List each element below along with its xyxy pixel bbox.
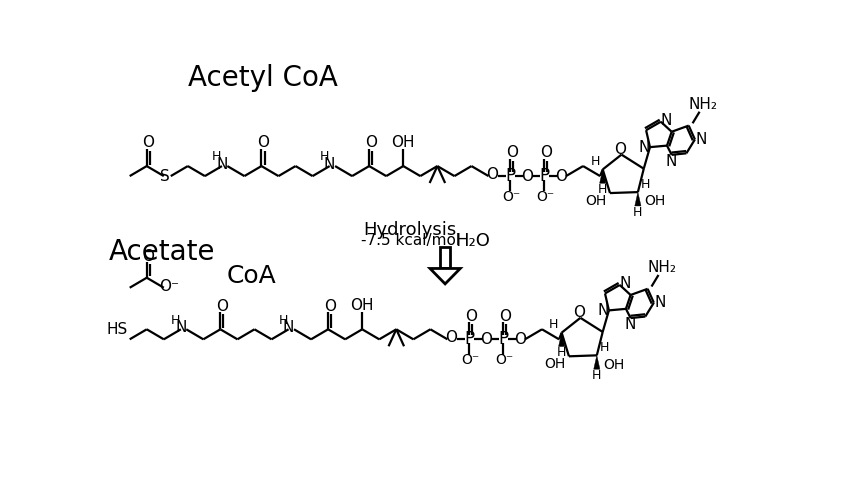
Text: O⁻: O⁻ xyxy=(536,190,554,204)
Text: O: O xyxy=(573,305,585,320)
Text: H: H xyxy=(590,155,600,168)
Text: O: O xyxy=(486,167,499,182)
Text: OH: OH xyxy=(603,358,625,371)
Text: S: S xyxy=(160,169,169,184)
Text: H: H xyxy=(171,313,180,327)
Text: H: H xyxy=(592,369,601,382)
Text: OH: OH xyxy=(645,194,665,208)
Text: N: N xyxy=(216,157,227,172)
Polygon shape xyxy=(635,192,641,206)
Text: N: N xyxy=(598,303,609,318)
Text: O: O xyxy=(465,308,477,324)
Polygon shape xyxy=(440,247,450,269)
Text: O⁻: O⁻ xyxy=(159,278,179,294)
Text: H: H xyxy=(598,183,607,196)
Text: O⁻: O⁻ xyxy=(461,353,479,367)
Text: H: H xyxy=(278,313,288,327)
Text: O: O xyxy=(514,332,526,347)
Text: OH: OH xyxy=(351,298,374,313)
Polygon shape xyxy=(600,169,606,184)
Text: O: O xyxy=(521,169,533,184)
Text: H₂O: H₂O xyxy=(454,232,490,250)
Text: O: O xyxy=(324,299,335,314)
Text: Hydrolysis: Hydrolysis xyxy=(364,221,457,239)
Text: NH₂: NH₂ xyxy=(647,260,677,275)
Text: OH: OH xyxy=(586,194,607,208)
Text: O⁻: O⁻ xyxy=(502,190,520,204)
Text: N: N xyxy=(283,320,295,335)
Text: OH: OH xyxy=(544,357,566,371)
Text: H: H xyxy=(320,151,329,163)
Text: N: N xyxy=(638,140,651,154)
Text: N: N xyxy=(619,276,631,291)
Text: H: H xyxy=(550,318,559,332)
Text: P: P xyxy=(464,330,474,348)
Text: O: O xyxy=(365,135,377,151)
Text: O: O xyxy=(499,308,511,324)
Text: N: N xyxy=(666,154,677,168)
Text: OH: OH xyxy=(391,135,415,150)
Text: N: N xyxy=(661,113,672,128)
Text: O: O xyxy=(556,169,568,184)
Text: H: H xyxy=(633,206,643,218)
Text: N: N xyxy=(625,317,636,332)
Polygon shape xyxy=(558,333,565,346)
Text: H: H xyxy=(641,178,651,191)
Text: O: O xyxy=(480,332,492,347)
Text: Acetyl CoA: Acetyl CoA xyxy=(188,63,338,92)
Text: N: N xyxy=(654,295,666,310)
Text: N: N xyxy=(175,320,187,335)
Text: P: P xyxy=(499,330,508,348)
Text: Acetate: Acetate xyxy=(109,238,215,266)
Polygon shape xyxy=(430,269,461,284)
Text: CoA: CoA xyxy=(226,264,276,288)
Text: O: O xyxy=(540,146,552,160)
Text: O: O xyxy=(257,135,269,151)
Text: P: P xyxy=(505,167,515,185)
Text: -7.5 kcal/mol: -7.5 kcal/mol xyxy=(360,233,460,248)
Text: N: N xyxy=(696,132,707,147)
Text: O: O xyxy=(614,142,626,157)
Text: H: H xyxy=(600,341,609,354)
Polygon shape xyxy=(594,355,600,369)
Text: O: O xyxy=(143,248,155,264)
Text: H: H xyxy=(557,346,566,359)
Text: HS: HS xyxy=(106,322,127,337)
Text: H: H xyxy=(212,151,221,163)
Text: O: O xyxy=(445,330,457,345)
Text: N: N xyxy=(324,157,335,172)
Text: O: O xyxy=(216,299,228,314)
Text: O⁻: O⁻ xyxy=(495,353,513,367)
Text: NH₂: NH₂ xyxy=(688,96,717,112)
Text: O: O xyxy=(143,135,155,151)
Text: O: O xyxy=(505,146,518,160)
Text: P: P xyxy=(539,167,550,185)
